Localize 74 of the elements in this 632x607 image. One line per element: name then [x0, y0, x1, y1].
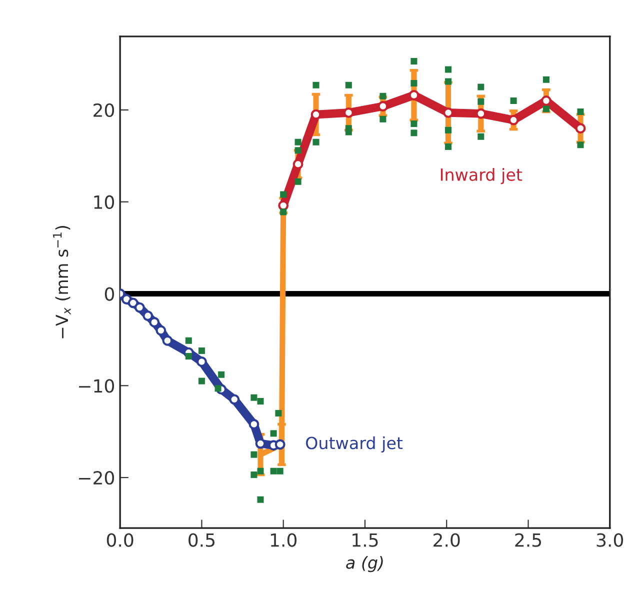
- point: [248, 419, 260, 430]
- point: [478, 133, 484, 140]
- x-tick-label: 0.5: [188, 533, 214, 547]
- point: [149, 317, 160, 328]
- point: [345, 128, 352, 136]
- y-axis-title: −V$_{x}$ (mm s$^{−1}$): [53, 226, 71, 338]
- point: [577, 142, 584, 148]
- y-tick-label: −10: [79, 379, 114, 393]
- x-tick-label: 1.5: [352, 534, 378, 547]
- text: Inward jet: [440, 168, 522, 184]
- point: [312, 82, 320, 88]
- point: [292, 158, 304, 170]
- point: [380, 116, 386, 122]
- point: [478, 84, 484, 90]
- point: [250, 451, 258, 458]
- x-tick-label: 1.0: [270, 533, 297, 547]
- point: [198, 347, 205, 354]
- point: [198, 378, 205, 384]
- x-tick-label: 2.5: [515, 533, 542, 547]
- point: [250, 394, 258, 401]
- y-tick-label: 20: [94, 103, 114, 118]
- point: [410, 80, 418, 87]
- point: [257, 496, 264, 503]
- point: [443, 107, 454, 118]
- point: [345, 82, 352, 88]
- point: [250, 472, 258, 478]
- point: [410, 120, 418, 127]
- point: [280, 191, 287, 198]
- point: [380, 92, 386, 100]
- point: [478, 98, 484, 105]
- point: [185, 352, 192, 360]
- point: [134, 302, 145, 313]
- point: [508, 114, 519, 126]
- point: [257, 468, 264, 474]
- point: [257, 398, 264, 405]
- point: [575, 123, 586, 134]
- x-tick-label: 3.0: [596, 533, 624, 547]
- point: [577, 108, 584, 116]
- point: [142, 310, 154, 322]
- point: [294, 178, 302, 185]
- point: [196, 356, 207, 367]
- point: [444, 78, 452, 85]
- point: [276, 468, 284, 474]
- point: [280, 208, 287, 216]
- x-tick-label: 0.0: [106, 533, 134, 547]
- point: [444, 66, 452, 73]
- y-tick-label: −20: [79, 471, 114, 485]
- point: [444, 143, 452, 150]
- point: [274, 439, 286, 450]
- y-tick-label: 10: [94, 195, 114, 209]
- point: [510, 97, 517, 104]
- point: [408, 90, 420, 100]
- point: [312, 138, 320, 146]
- point: [444, 126, 452, 134]
- point: [410, 130, 418, 136]
- point: [540, 96, 552, 106]
- point: [542, 76, 550, 83]
- point: [270, 430, 277, 437]
- point: [378, 101, 388, 112]
- point: [185, 337, 192, 344]
- series-label: Outward jet: [306, 436, 403, 453]
- point: [162, 335, 173, 346]
- point: [255, 438, 266, 449]
- y-tick-label: 0: [104, 287, 114, 301]
- point: [218, 371, 225, 378]
- point: [275, 410, 282, 416]
- point: [542, 106, 550, 112]
- x-tick-label: 2.0: [434, 533, 460, 547]
- point: [156, 325, 166, 336]
- point: [270, 468, 277, 474]
- point: [294, 138, 302, 146]
- x-axis-title: a (g): [346, 556, 383, 572]
- point: [410, 58, 418, 64]
- point: [229, 394, 240, 405]
